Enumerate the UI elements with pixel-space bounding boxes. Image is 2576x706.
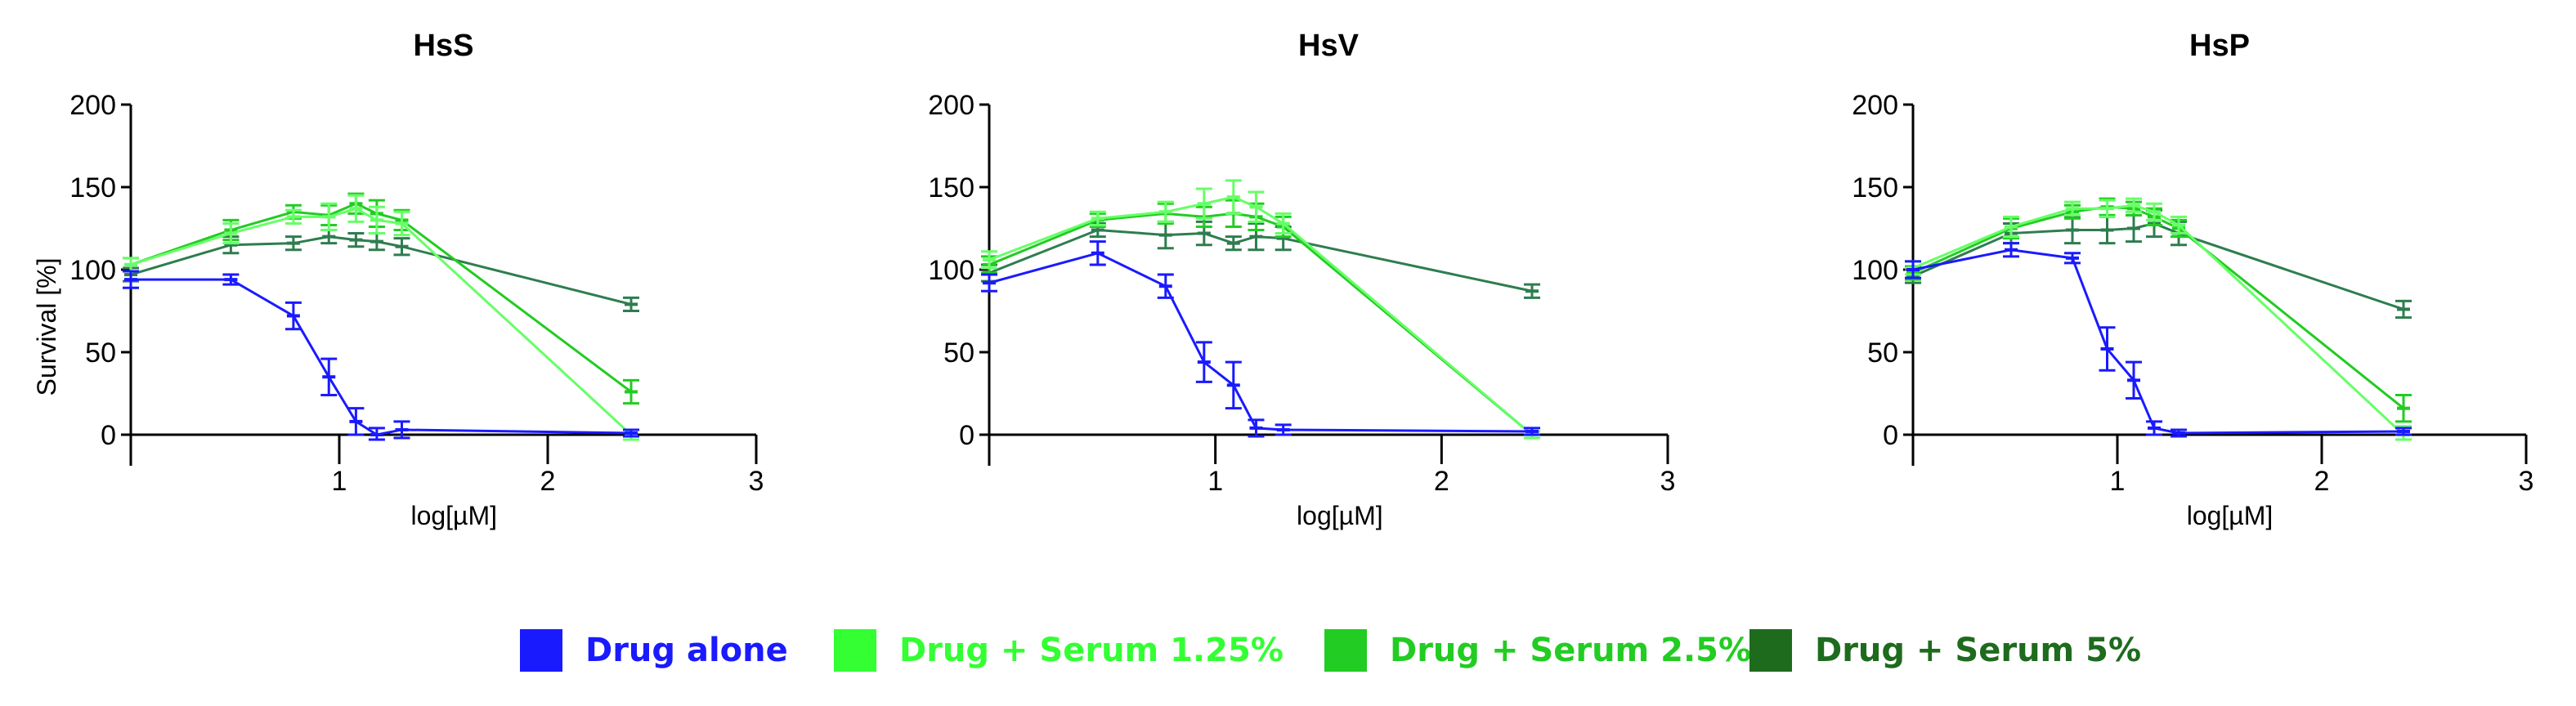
legend-label-drug-alone: Drug alone [585,632,788,669]
chart-panel-1: HsS 0 50 100 150 200 1 2 3 log[µM] Survival [%] [32,29,764,530]
legend-swatch-drug-alone [520,629,562,672]
series-line [988,212,1533,436]
legend-swatch-serum-1-25 [834,629,876,672]
legend-swatch-serum-2-5 [1324,629,1367,672]
x-tick-label: 2 [2314,466,2330,497]
y-tick-label: 0 [1883,420,1898,451]
y-tick-label: 200 [69,90,116,121]
series-line [988,252,1533,433]
x-tick-label: 3 [1660,466,1676,497]
series-line [130,235,632,306]
x-tick-label: 1 [2110,466,2126,497]
y-tick-label: 150 [1852,172,1898,203]
series-line [1912,221,2404,311]
series-line [130,202,632,393]
legend-label-serum-2-5: Drug + Serum 2.5% [1390,632,1752,669]
series-line [988,195,1533,436]
series-line [1912,248,2404,435]
chart-title: HsV [1298,29,1360,63]
series-0 [981,240,1540,438]
series-line [1912,203,2405,436]
x-axis-label: log[µM] [410,501,497,530]
series-2 [1905,197,2412,423]
legend: Drug alone Drug + Serum 1.25% Drug + Ser… [0,629,2576,686]
y-tick-label: 150 [69,172,116,203]
series-1 [1905,197,2412,441]
x-tick-label: 2 [540,466,556,497]
x-tick-label: 1 [1207,466,1223,497]
y-tick-label: 100 [1852,255,1898,286]
y-axis-label: Survival [%] [32,258,61,396]
y-tick-label: 200 [1852,90,1898,121]
series-0 [123,270,639,441]
y-tick-label: 200 [928,90,974,121]
legend-item-drug-alone: Drug alone [520,629,788,672]
legend-item-serum-2-5: Drug + Serum 2.5% [1324,629,1751,672]
x-axis-label: log[µM] [1297,501,1383,530]
series-1 [123,194,639,441]
y-tick-label: 50 [943,337,974,369]
chart-panel-2: HsV 0 50 100 150 200 1 2 3 log[µM] [928,29,1675,530]
legend-label-serum-1-25: Drug + Serum 1.25% [899,632,1284,669]
chart-panel-3: HsP 0 50 100 150 200 1 2 3 log[µM] [1852,29,2533,530]
y-tick-label: 50 [85,337,116,369]
y-tick-label: 100 [928,255,974,286]
chart-title: HsP [2189,29,2250,63]
x-tick-label: 3 [2519,466,2534,497]
y-tick-label: 0 [959,420,974,451]
y-tick-label: 50 [1867,337,1898,369]
series-line [131,278,632,436]
x-tick-label: 2 [1434,466,1449,497]
y-tick-label: 100 [69,255,116,286]
legend-item-serum-5: Drug + Serum 5% [1749,629,2141,672]
x-axis-label: log[µM] [2187,501,2274,530]
y-tick-label: 150 [928,172,974,203]
legend-swatch-serum-5 [1749,629,1792,672]
series-0 [1905,242,2412,438]
y-tick-label: 0 [101,420,116,451]
chart-title: HsS [414,29,474,63]
legend-item-serum-1-25: Drug + Serum 1.25% [834,629,1284,672]
x-tick-label: 1 [332,466,347,497]
x-tick-label: 3 [749,466,764,497]
legend-label-serum-5: Drug + Serum 5% [1815,632,2142,669]
series-3 [1905,208,2412,319]
